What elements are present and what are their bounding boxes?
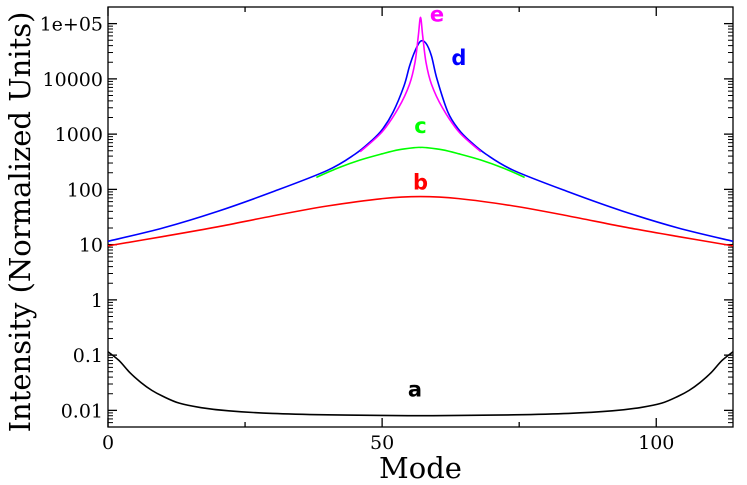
series-layer: a b c de	[107, 2, 734, 417]
y-axis-ticks: 0.01 0.1 1 10 100 1000 10000 1e+05	[40, 14, 733, 424]
series-label-e: e	[430, 2, 444, 26]
series-label-d: d	[451, 46, 466, 70]
series-line-b	[107, 195, 734, 247]
x-axis-ticks: 0 50 100	[102, 7, 674, 454]
series-label-a: a	[408, 377, 422, 401]
y-tick-label: 0.01	[61, 400, 103, 422]
series-label-b: b	[413, 170, 428, 194]
y-tick-label: 1e+05	[40, 14, 103, 36]
x-axis-title: Mode	[379, 451, 462, 485]
y-tick-label: 1000	[55, 124, 103, 146]
series-line-c	[316, 146, 525, 179]
y-axis-title: Intensity (Normalized Units)	[3, 12, 37, 433]
y-tick-label: 10	[79, 235, 103, 257]
x-tick-label: 0	[102, 432, 114, 454]
chart-plot-area	[107, 6, 734, 428]
series-line-e	[359, 16, 482, 153]
y-tick-label: 1	[91, 290, 103, 312]
plot-frame	[107, 6, 734, 428]
series-line-d	[107, 39, 734, 243]
series-line-a	[107, 351, 734, 417]
y-tick-label: 0.1	[73, 345, 103, 367]
y-tick-label: 10000	[43, 69, 103, 91]
x-tick-label: 100	[638, 432, 674, 454]
y-tick-label: 100	[67, 179, 103, 201]
series-label-c: c	[414, 114, 426, 138]
x-tick-label: 50	[370, 432, 394, 454]
